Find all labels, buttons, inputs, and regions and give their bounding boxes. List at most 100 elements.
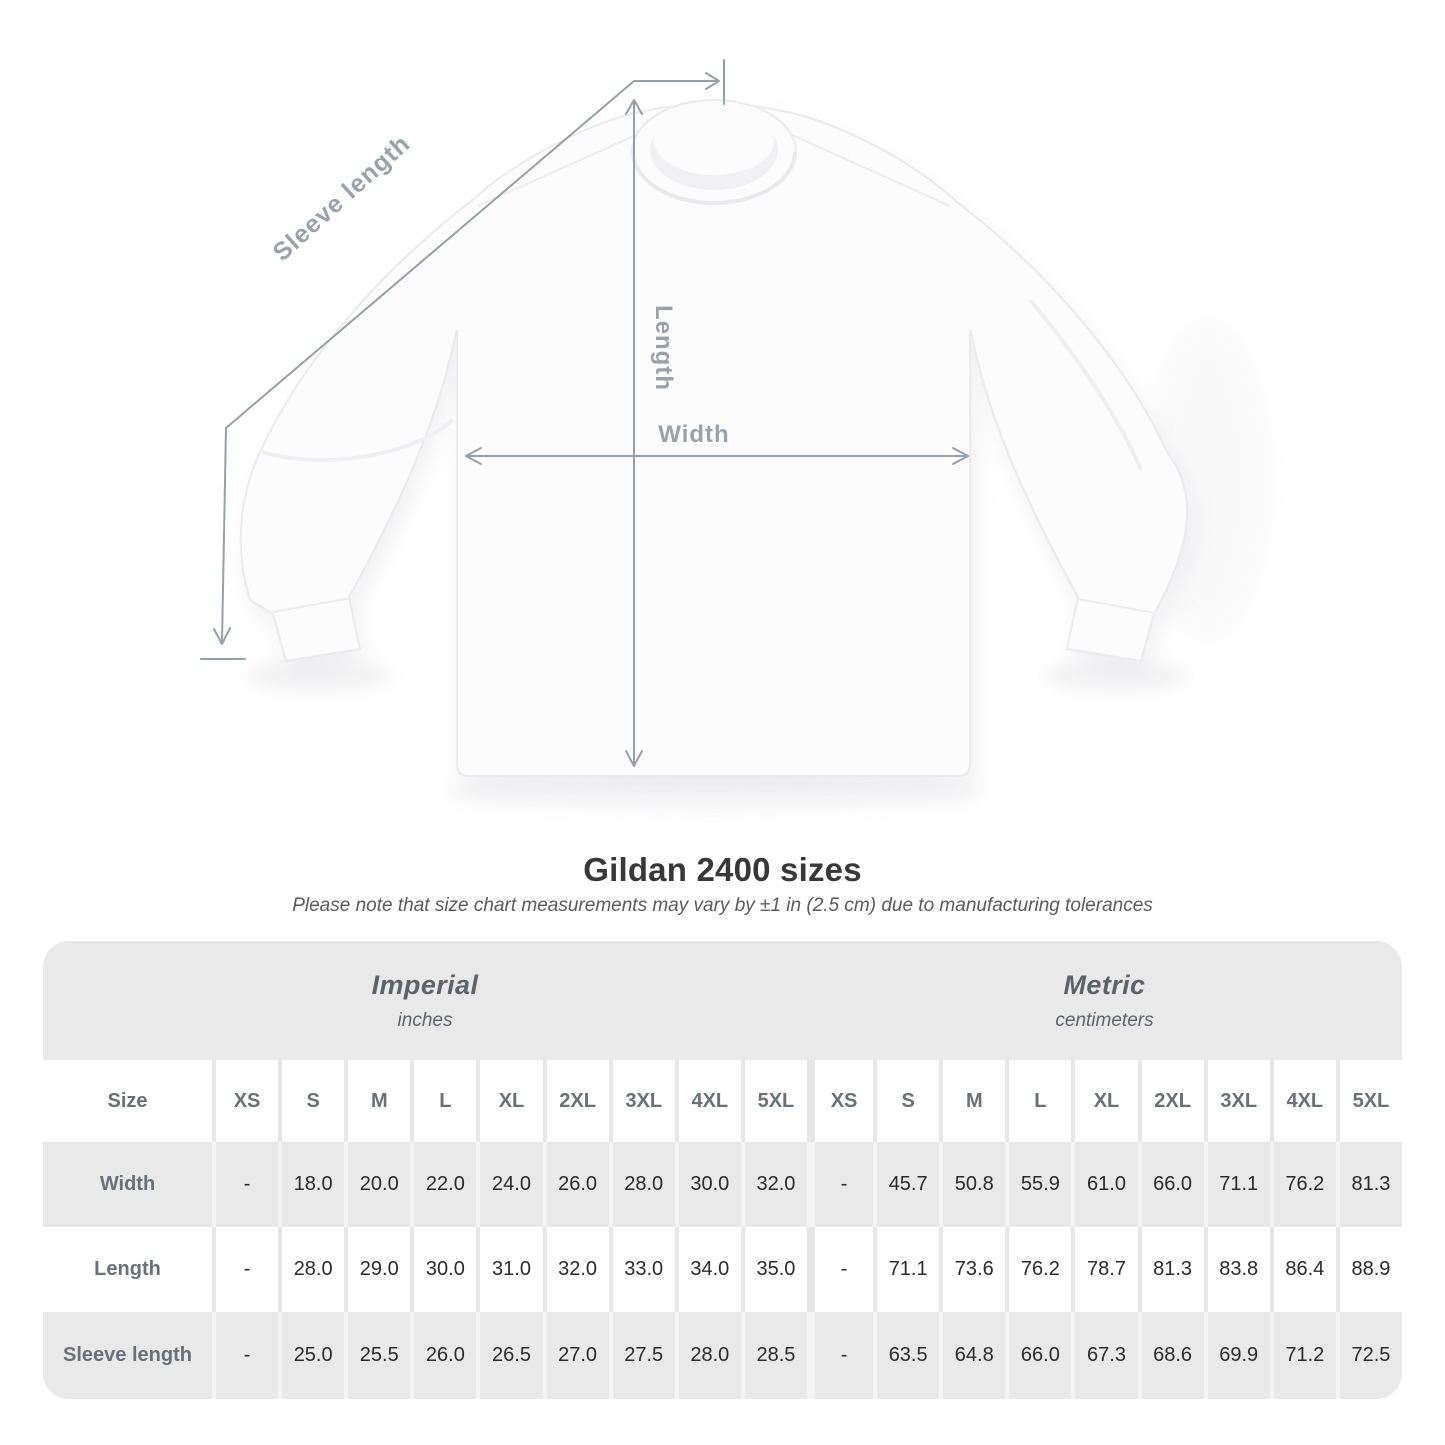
measurement-value: 71.1	[1203, 1142, 1270, 1227]
sleeve-length-diagonal	[225, 80, 635, 429]
measurement-value: 27.5	[608, 1312, 675, 1399]
sleeve-length-label: Sleeve length	[268, 129, 416, 266]
measurement-value: 28.0	[674, 1312, 741, 1399]
size-col-header: 2XL	[542, 1060, 609, 1142]
measurement-value: 71.2	[1269, 1312, 1336, 1399]
measurement-value: 66.0	[1005, 1312, 1072, 1399]
measurement-value: 18.0	[278, 1142, 345, 1227]
size-table: Imperial inches Metric centimeters Size XS S M L…	[43, 941, 1402, 1399]
measurement-value: 83.8	[1203, 1227, 1270, 1312]
measurement-value: 71.1	[873, 1227, 940, 1312]
size-col-header: 5XL	[740, 1060, 807, 1142]
measurement-value: -	[212, 1227, 279, 1312]
measurement-value: 50.8	[939, 1142, 1006, 1227]
measurement-value: 25.5	[344, 1312, 411, 1399]
measurement-value: 81.3	[1335, 1142, 1402, 1227]
size-col-header: XL	[476, 1060, 543, 1142]
measurement-value: 30.0	[410, 1227, 477, 1312]
size-col-header: 3XL	[608, 1060, 675, 1142]
unit-header-metric: Metric centimeters	[807, 941, 1402, 1060]
length-arrow-down	[625, 750, 643, 767]
measurement-value: 27.0	[542, 1312, 609, 1399]
measurement-value: 86.4	[1269, 1227, 1336, 1312]
size-col-header: XL	[1071, 1060, 1138, 1142]
measurement-value: 26.5	[476, 1312, 543, 1399]
measurement-value: 25.0	[278, 1312, 345, 1399]
measurement-value: 64.8	[939, 1312, 1006, 1399]
measurement-value: 78.7	[1071, 1227, 1138, 1312]
size-col-header: S	[278, 1060, 345, 1142]
row-label: Sleeve length	[43, 1312, 212, 1399]
size-col-header: L	[1005, 1060, 1072, 1142]
measurement-value: 81.3	[1137, 1227, 1204, 1312]
sleeve-length-arrow-down	[213, 627, 231, 645]
measurement-value: 76.2	[1005, 1227, 1072, 1312]
measurement-value: -	[807, 1142, 874, 1227]
shirt-collar	[631, 99, 797, 205]
sleeve-length-vertical	[221, 427, 227, 643]
measurement-value: -	[807, 1312, 874, 1399]
measurement-value: 61.0	[1071, 1142, 1138, 1227]
measurement-value: 63.5	[873, 1312, 940, 1399]
size-col-header: 4XL	[1269, 1060, 1336, 1142]
measurement-value: -	[212, 1142, 279, 1227]
measurement-value: 88.9	[1335, 1227, 1402, 1312]
row-label: Width	[43, 1142, 212, 1227]
measurement-value: 32.0	[542, 1227, 609, 1312]
width-label: Width	[658, 421, 729, 448]
size-col-header: S	[873, 1060, 940, 1142]
measurement-value: 32.0	[740, 1142, 807, 1227]
measurement-value: 29.0	[344, 1227, 411, 1312]
shirt-measurement-diagram: Sleeve length Length Width	[200, 59, 1270, 810]
length-arrow-up	[625, 99, 643, 115]
measurement-value: 34.0	[674, 1227, 741, 1312]
size-row-label: Size	[43, 1060, 212, 1142]
size-col-header: 5XL	[1335, 1060, 1402, 1142]
shirt-silhouette	[239, 103, 1188, 777]
row-label: Length	[43, 1227, 212, 1312]
shirt-seams	[261, 125, 1156, 614]
measurement-value: 26.0	[542, 1142, 609, 1227]
measurement-value: 26.0	[410, 1312, 477, 1399]
size-col-header: M	[939, 1060, 1006, 1142]
measurement-value: -	[807, 1227, 874, 1312]
size-col-header: XS	[212, 1060, 279, 1142]
unit-header-imperial: Imperial inches	[43, 941, 807, 1060]
measurement-value: 35.0	[740, 1227, 807, 1312]
unit-subheading: inches	[397, 1009, 453, 1031]
size-col-header: XS	[807, 1060, 874, 1142]
measurement-value: 31.0	[476, 1227, 543, 1312]
measurement-value: 72.5	[1335, 1312, 1402, 1399]
unit-heading: Metric	[1063, 969, 1146, 1000]
tolerance-note: Please note that size chart measurements…	[292, 895, 1153, 916]
measurement-value: 22.0	[410, 1142, 477, 1227]
measurement-value: 76.2	[1269, 1142, 1336, 1227]
measurement-value: 28.5	[740, 1312, 807, 1399]
measurement-value: -	[212, 1312, 279, 1399]
size-col-header: 2XL	[1137, 1060, 1204, 1142]
width-arrow-right	[952, 447, 969, 465]
page-title: Gildan 2400 sizes	[583, 851, 862, 888]
measurement-value: 68.6	[1137, 1312, 1204, 1399]
measurement-value: 33.0	[608, 1227, 675, 1312]
measurement-value: 55.9	[1005, 1142, 1072, 1227]
size-col-header: 4XL	[674, 1060, 741, 1142]
size-col-header: M	[344, 1060, 411, 1142]
measurement-value: 45.7	[873, 1142, 940, 1227]
measurement-value: 73.6	[939, 1227, 1006, 1312]
measurement-value: 28.0	[608, 1142, 675, 1227]
measurement-value: 69.9	[1203, 1312, 1270, 1399]
measurement-value: 66.0	[1137, 1142, 1204, 1227]
measurement-value: 24.0	[476, 1142, 543, 1227]
measurement-value: 67.3	[1071, 1312, 1138, 1399]
measurement-value: 30.0	[674, 1142, 741, 1227]
unit-subheading: centimeters	[1055, 1009, 1154, 1031]
measurement-value: 28.0	[278, 1227, 345, 1312]
size-col-header: 3XL	[1203, 1060, 1270, 1142]
length-label: Length	[650, 305, 677, 391]
width-arrow-left	[465, 447, 482, 465]
measurement-lines	[200, 59, 969, 767]
sleeve-length-arrow-right	[705, 72, 720, 90]
unit-heading: Imperial	[371, 969, 479, 1000]
